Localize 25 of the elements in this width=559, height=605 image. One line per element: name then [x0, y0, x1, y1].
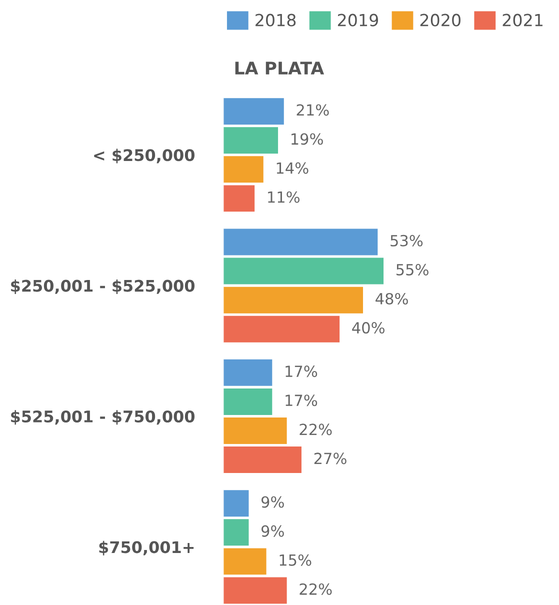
legend-label: 2021: [502, 14, 542, 26]
data-label: 11%: [268, 191, 300, 203]
y-tick-label: $750,001+: [99, 540, 194, 556]
data-label: 9%: [261, 525, 284, 537]
data-label: 27%: [314, 452, 346, 464]
data-label: 17%: [286, 366, 318, 378]
legend-label: 2018: [256, 14, 296, 26]
data-label: 14%: [276, 162, 308, 174]
data-label: 55%: [396, 264, 428, 276]
legend-label: 2020: [420, 14, 460, 26]
data-label: 17%: [286, 394, 318, 406]
data-label: 53%: [390, 234, 423, 246]
data-label: 21%: [296, 104, 329, 116]
data-label: 15%: [280, 554, 312, 566]
y-tick-label: < $250,000: [94, 148, 194, 164]
chart-title: LA PLATA: [235, 62, 324, 74]
data-label: 19%: [292, 133, 323, 145]
data-label: 9%: [261, 496, 284, 508]
data-label: 22%: [300, 583, 332, 595]
y-tick-label: $250,001 - $525,000: [11, 279, 195, 294]
data-label: 40%: [352, 322, 384, 334]
legend-label: 2019: [338, 14, 378, 26]
data-label: 22%: [300, 424, 332, 436]
data-label: 48%: [376, 292, 408, 305]
y-tick-label: $525,001 - $750,000: [11, 410, 195, 425]
